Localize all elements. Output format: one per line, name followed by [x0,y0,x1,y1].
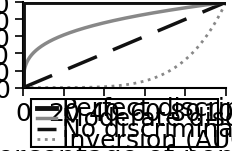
Text: Inversion (AUC = 23%, AR = −54%): Inversion (AUC = 23%, AR = −54%) [61,128,232,151]
Text: Perfect discriminatory power (AUC = 100%, AR = 100%): Perfect discriminatory power (AUC = 100%… [61,96,232,120]
X-axis label: Cumulative percentage of nondefaults, $x$ (%): Cumulative percentage of nondefaults, $x… [0,141,232,151]
Text: Moderate discriminatory power (AUC = 80%, AR = 60%): Moderate discriminatory power (AUC = 80%… [61,106,232,130]
Text: No discriminatory power (AUC = 50%, AR = 0%): No discriminatory power (AUC = 50%, AR =… [61,117,232,141]
